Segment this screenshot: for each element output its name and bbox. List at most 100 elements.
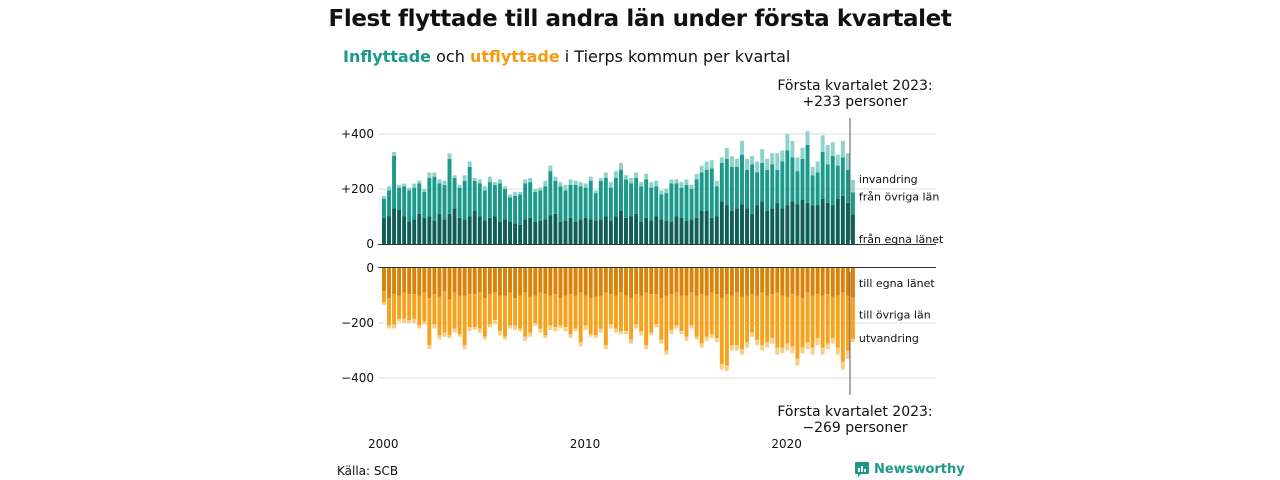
- bar-invandring: [437, 179, 442, 184]
- bar-fran-ovriga-lan: [780, 161, 785, 209]
- bar-till-ovriga-lan: [724, 294, 729, 366]
- bar-utvandring: [573, 328, 578, 332]
- bar-fran-egna-lanet: [523, 219, 528, 244]
- bar-till-egna-lanet: [750, 268, 755, 295]
- bar-fran-egna-lanet: [477, 216, 482, 244]
- bar-invandring: [659, 190, 664, 195]
- bar-fran-ovriga-lan: [699, 172, 704, 211]
- bar-till-ovriga-lan: [437, 296, 442, 336]
- bar-utvandring: [563, 327, 568, 332]
- bar-fran-ovriga-lan: [513, 195, 518, 224]
- bar-fran-ovriga-lan: [750, 164, 755, 214]
- source-label: Källa: SCB: [337, 464, 399, 478]
- bar-invandring: [583, 183, 588, 188]
- bar-till-egna-lanet: [669, 268, 674, 295]
- bar-utvandring: [724, 365, 729, 372]
- bar-invandring: [427, 172, 432, 178]
- bar-fran-ovriga-lan: [613, 178, 618, 217]
- bar-till-ovriga-lan: [689, 292, 694, 326]
- bar-till-egna-lanet: [649, 268, 654, 295]
- bar-utvandring: [800, 347, 805, 354]
- bar-till-ovriga-lan: [810, 295, 815, 348]
- bar-fran-ovriga-lan: [729, 167, 734, 211]
- bar-utvandring: [578, 342, 583, 347]
- bar-utvandring: [659, 339, 664, 344]
- bar-fran-ovriga-lan: [825, 164, 830, 203]
- bar-till-egna-lanet: [714, 268, 719, 295]
- bar-utvandring: [845, 350, 850, 359]
- bar-till-egna-lanet: [593, 268, 598, 297]
- bar-fran-ovriga-lan: [734, 167, 739, 209]
- bar-utvandring: [543, 335, 548, 339]
- bar-utvandring: [477, 328, 482, 333]
- bar-utvandring: [508, 325, 512, 329]
- bar-invandring: [850, 179, 855, 193]
- bar-fran-ovriga-lan: [845, 169, 850, 203]
- bar-fran-egna-lanet: [593, 220, 598, 245]
- bar-invandring: [523, 179, 528, 184]
- bar-till-ovriga-lan: [634, 294, 639, 325]
- bar-invandring: [518, 191, 523, 195]
- bar-till-ovriga-lan: [538, 292, 543, 329]
- bar-utvandring: [699, 343, 704, 348]
- bar-till-egna-lanet: [472, 268, 477, 295]
- bar-invandring: [795, 157, 800, 172]
- bar-invandring: [770, 153, 775, 165]
- annotation-top: Första kvartalet 2023: +233 personer: [770, 78, 940, 110]
- bar-fran-egna-lanet: [392, 208, 397, 244]
- bar-invandring: [558, 182, 563, 187]
- bar-till-ovriga-lan: [755, 295, 760, 340]
- bar-till-egna-lanet: [482, 268, 487, 299]
- bar-till-egna-lanet: [402, 268, 407, 293]
- bar-invandring: [412, 183, 417, 188]
- annotation-bottom-line2: −269 personer: [802, 420, 908, 436]
- bar-fran-ovriga-lan: [850, 192, 855, 215]
- bar-till-egna-lanet: [639, 268, 644, 296]
- bar-invandring: [533, 189, 538, 192]
- bar-utvandring: [397, 318, 402, 322]
- bar-till-ovriga-lan: [729, 295, 734, 345]
- bar-invandring: [477, 179, 482, 184]
- bar-fran-ovriga-lan: [679, 187, 684, 218]
- bar-fran-egna-lanet: [770, 208, 775, 244]
- bar-utvandring: [785, 343, 790, 351]
- bar-fran-ovriga-lan: [835, 165, 840, 199]
- bar-fran-ovriga-lan: [412, 187, 417, 220]
- bar-till-ovriga-lan: [825, 294, 830, 344]
- bar-fran-egna-lanet: [397, 209, 402, 245]
- bar-utvandring: [518, 328, 523, 332]
- bar-till-ovriga-lan: [598, 295, 603, 329]
- bar-invandring: [472, 178, 477, 181]
- bar-utvandring: [810, 347, 815, 355]
- bar-fran-egna-lanet: [503, 219, 507, 244]
- bar-utvandring: [608, 324, 613, 329]
- bar-fran-egna-lanet: [775, 202, 780, 244]
- bar-till-ovriga-lan: [578, 292, 583, 343]
- bar-fran-ovriga-lan: [624, 179, 628, 218]
- bar-fran-egna-lanet: [543, 219, 548, 244]
- bar-fran-egna-lanet: [518, 224, 523, 244]
- bar-fran-egna-lanet: [745, 208, 749, 244]
- bar-utvandring: [694, 336, 699, 340]
- bar-till-egna-lanet: [412, 268, 417, 295]
- bar-till-egna-lanet: [457, 268, 462, 296]
- bar-fran-ovriga-lan: [533, 191, 538, 222]
- bar-till-ovriga-lan: [442, 291, 447, 333]
- bar-fran-ovriga-lan: [382, 198, 386, 218]
- bar-fran-ovriga-lan: [492, 184, 497, 217]
- bar-invandring: [820, 135, 825, 152]
- bar-utvandring: [745, 342, 749, 348]
- bar-fran-egna-lanet: [553, 213, 558, 244]
- bar-fran-ovriga-lan: [407, 190, 412, 223]
- bar-utvandring: [674, 325, 679, 329]
- bar-invandring: [679, 182, 684, 188]
- bar-till-egna-lanet: [382, 268, 386, 292]
- bar-invandring: [719, 157, 724, 163]
- bar-till-ovriga-lan: [472, 294, 477, 328]
- bar-till-egna-lanet: [694, 268, 699, 296]
- bar-invandring: [775, 153, 780, 170]
- bar-till-ovriga-lan: [467, 294, 472, 328]
- bar-fran-ovriga-lan: [432, 176, 437, 221]
- bar-fran-ovriga-lan: [518, 194, 523, 225]
- bar-till-egna-lanet: [770, 268, 775, 295]
